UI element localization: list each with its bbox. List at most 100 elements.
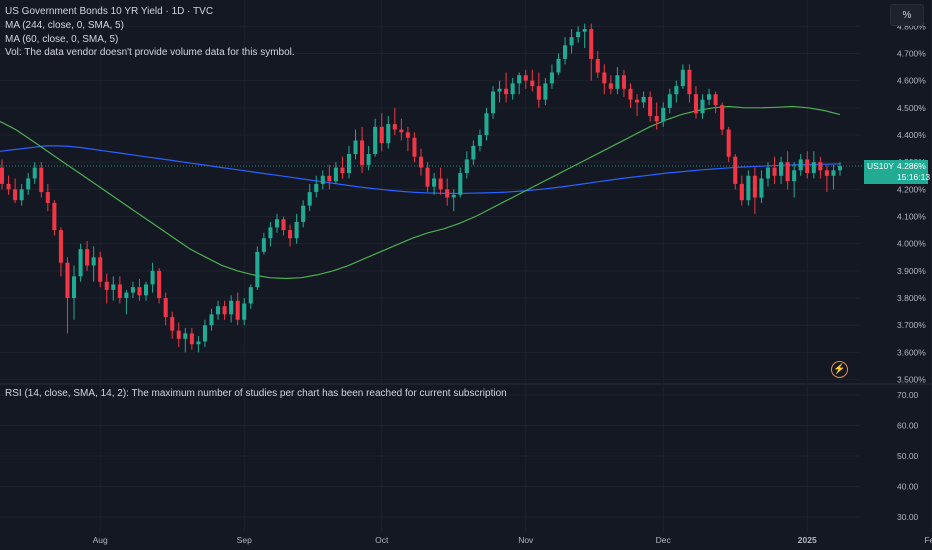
- candle: [0, 159, 5, 190]
- x-tick-label: Aug: [93, 535, 108, 545]
- y-tick-label: 3.500%: [897, 375, 926, 385]
- candle: [687, 64, 692, 103]
- x-tick-label: Nov: [518, 535, 534, 545]
- candle-body: [654, 115, 659, 122]
- rsi-tick-label: 50.00: [897, 451, 919, 461]
- candle: [733, 154, 738, 190]
- candle: [582, 23, 587, 49]
- candle: [458, 167, 463, 198]
- candle-body: [510, 83, 515, 95]
- candle: [6, 175, 11, 195]
- candle-body: [150, 270, 155, 285]
- candle-body: [78, 249, 83, 277]
- candle-body: [504, 88, 509, 95]
- candle-body: [189, 333, 194, 345]
- candle-body: [6, 183, 11, 190]
- candle: [386, 115, 391, 149]
- candle: [785, 151, 790, 190]
- candle: [32, 162, 37, 184]
- time-axis: AugSepOctNovDec2025FebMarApr: [93, 535, 932, 545]
- candle-body: [52, 202, 57, 231]
- candle-body: [248, 287, 253, 304]
- candle: [556, 53, 561, 76]
- y-tick-label: 4.200%: [897, 184, 926, 194]
- candle: [150, 262, 155, 293]
- ma-244-label[interactable]: MA (244, close, 0, SMA, 5): [5, 20, 124, 31]
- candle-body: [648, 96, 653, 116]
- candle: [65, 257, 70, 334]
- price-axis: 4.800%4.700%4.600%4.500%4.400%4.300%4.20…: [897, 21, 926, 384]
- candle-body: [98, 257, 103, 282]
- candle: [471, 140, 476, 165]
- candle: [26, 173, 31, 195]
- y-tick-label: 4.400%: [897, 130, 926, 140]
- candle-body: [196, 341, 201, 345]
- candle-body: [137, 287, 142, 296]
- candle-body: [752, 175, 757, 198]
- candle: [576, 26, 581, 43]
- candle-body: [805, 159, 810, 174]
- candle: [248, 284, 253, 309]
- candle-body: [608, 83, 613, 89]
- candle-body: [523, 75, 528, 81]
- candle: [183, 327, 188, 353]
- candle: [307, 183, 312, 212]
- candle-body: [314, 183, 319, 193]
- x-tick-label: Sep: [237, 535, 252, 545]
- rsi-tick-label: 30.00: [897, 512, 919, 522]
- candle-body: [746, 175, 751, 201]
- candle: [615, 67, 620, 95]
- candle: [209, 308, 214, 331]
- candle-body: [170, 317, 175, 331]
- percent-scale-button[interactable]: %: [890, 4, 924, 26]
- candle: [792, 162, 797, 198]
- candle-body: [549, 72, 554, 84]
- candle: [805, 151, 810, 179]
- ma-60-label[interactable]: MA (60, close, 0, SMA, 5): [5, 34, 119, 45]
- candle: [648, 91, 653, 122]
- candle-body: [477, 135, 482, 146]
- candle-body: [792, 170, 797, 182]
- candle: [288, 224, 293, 247]
- candle: [301, 200, 306, 228]
- candle: [85, 240, 90, 271]
- candle: [281, 216, 286, 236]
- candle: [818, 156, 823, 179]
- candle-body: [798, 159, 803, 171]
- candle: [346, 145, 352, 179]
- candle-body: [667, 94, 672, 108]
- volume-note: Vol: The data vendor doesn't provide vol…: [5, 47, 295, 58]
- candle: [746, 170, 751, 206]
- candle-body: [445, 189, 450, 198]
- candle-body: [235, 300, 240, 320]
- candle: [477, 129, 482, 152]
- candle-body: [484, 113, 489, 135]
- candle-body: [536, 86, 541, 100]
- candle: [124, 289, 129, 315]
- candle: [157, 268, 162, 304]
- candle-body: [360, 140, 365, 165]
- candle: [490, 86, 496, 119]
- candle: [543, 77, 548, 106]
- candle-body: [176, 330, 181, 339]
- candle: [798, 154, 803, 176]
- last-price-value: 4.286%: [897, 160, 926, 171]
- candle-body: [779, 162, 784, 176]
- candle-body: [733, 156, 738, 184]
- candle-body: [759, 178, 764, 198]
- candle-body: [255, 251, 260, 288]
- x-tick-label: Oct: [375, 535, 389, 545]
- candle-body: [556, 58, 561, 73]
- candle: [739, 175, 744, 206]
- candle: [779, 156, 784, 184]
- candle: [52, 200, 57, 236]
- candle: [824, 164, 829, 193]
- candle: [412, 132, 417, 163]
- lightning-bolt-icon[interactable]: ⚡: [831, 361, 848, 378]
- candle: [700, 94, 705, 119]
- candle-body: [65, 262, 70, 299]
- candle-body: [91, 257, 96, 266]
- candle: [432, 173, 437, 195]
- x-tick-label: Dec: [656, 535, 672, 545]
